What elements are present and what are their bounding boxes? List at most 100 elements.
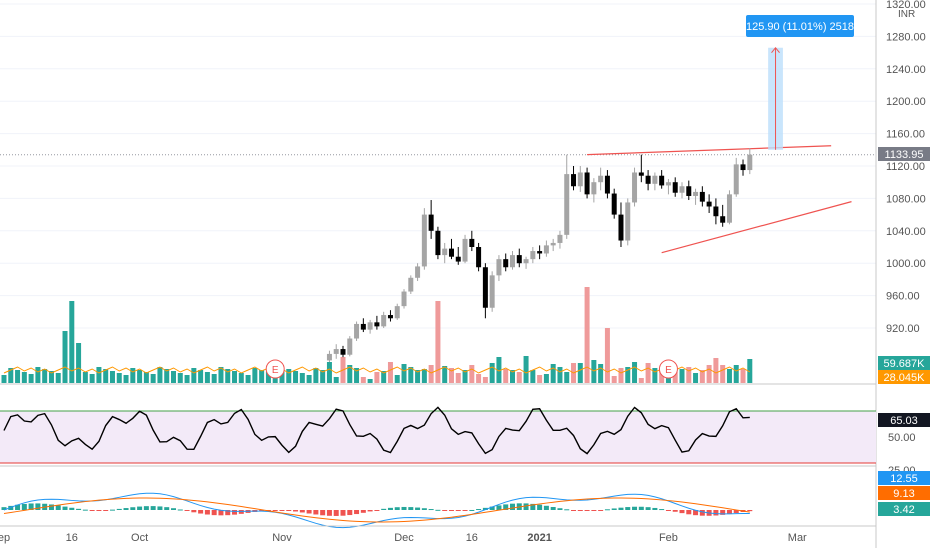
candle-body (632, 172, 638, 203)
volume-bar (604, 328, 610, 383)
measure-tool[interactable]: 125.90 (11.01%) 2518 (746, 15, 854, 150)
candle-body (503, 259, 509, 268)
volume-bar (720, 365, 726, 383)
candle-body (381, 315, 387, 327)
macd-hist-bar (381, 508, 387, 510)
candle (679, 182, 685, 199)
volume-bar (625, 367, 631, 383)
macd-hist-bar (611, 508, 617, 510)
candle-body (543, 245, 549, 254)
volume-bar (218, 367, 224, 383)
volume-bar (496, 357, 502, 383)
volume-bar (76, 343, 82, 383)
candle (333, 344, 339, 359)
measure-label-box (746, 15, 854, 37)
volume-bar (367, 379, 373, 383)
volume-bar (618, 368, 624, 383)
candle-body (584, 172, 590, 195)
candle (713, 198, 719, 225)
candle (672, 177, 678, 197)
time-label: 16 (466, 532, 478, 544)
candle (448, 238, 454, 260)
earnings-label: E (665, 365, 672, 376)
volume-bar (293, 371, 299, 383)
volume-bar (265, 372, 271, 383)
candle-body (659, 175, 665, 186)
macd-hist-bar (8, 505, 14, 510)
macd-hist-bar (272, 510, 278, 511)
volume-bar (354, 368, 360, 383)
volume-bar (598, 364, 604, 383)
macd-hist-bar (130, 507, 136, 510)
macd-hist-bar (537, 504, 543, 510)
macd-hist-bar (448, 510, 454, 511)
macd-hist-bar (354, 510, 360, 515)
macd-hist-bar (21, 503, 27, 510)
candle (469, 230, 475, 252)
volume-bar (550, 364, 556, 383)
volume-bar (326, 362, 332, 383)
candle (462, 234, 468, 264)
candle (645, 170, 651, 191)
macd-hist-bar (184, 510, 190, 511)
candle-body (577, 172, 583, 187)
candle-body (672, 182, 678, 193)
macd-value-label: 12.55 (890, 473, 918, 485)
rsi-tick-50: 50.00 (888, 432, 916, 444)
macd-hist-bar (55, 505, 61, 510)
volume-bar (577, 363, 583, 383)
macd-hist-bar (394, 507, 400, 510)
volume-bar (693, 373, 699, 383)
macd-hist-bar (171, 508, 176, 510)
volume-bar (21, 372, 27, 383)
volume-bar (150, 374, 156, 383)
price-tick-label: 1040.00 (886, 226, 926, 238)
volume-bar (184, 375, 190, 383)
candle (625, 198, 631, 246)
macd-hist-bar (455, 510, 461, 511)
macd-hist-bar (720, 510, 726, 515)
macd-hist-bar (96, 510, 102, 511)
volume-bar (286, 369, 292, 383)
candle (428, 200, 434, 239)
macd-hist-bar (333, 510, 339, 516)
candle (537, 245, 543, 260)
trendlines (587, 145, 852, 254)
volume-bar (103, 369, 109, 383)
time-axis[interactable]: ep 16 Oct Nov Dec 16 2021 Feb Mar (0, 525, 876, 544)
volume-bar (510, 370, 515, 383)
volume-tags: 59.687K 28.045K (878, 356, 930, 384)
candle (571, 166, 577, 191)
macd-hist-bar (62, 506, 68, 510)
macd-hist-bar (747, 510, 753, 512)
macd-hist-bar (645, 507, 651, 510)
candle-body (448, 248, 454, 257)
candle (550, 238, 556, 252)
candle-body (476, 247, 482, 268)
last-price-label: 1133.95 (885, 149, 924, 161)
candle-body (442, 248, 448, 256)
volume-bar (143, 372, 149, 383)
macd-hist-bar (428, 509, 434, 511)
macd-hist-bar (48, 504, 54, 510)
candle-body (733, 164, 739, 195)
macd-hist-bar (306, 510, 312, 514)
volume-bar (462, 370, 468, 383)
volume-bar (109, 371, 115, 383)
macd-hist-bar (604, 509, 610, 511)
macd-hist-bar (177, 509, 183, 511)
price-axis[interactable]: INR 1320.00 1280.00 1240.00 1200.00 1160.00 1… (875, 0, 926, 548)
candle-body (516, 255, 522, 264)
candle (706, 194, 712, 213)
candle (387, 310, 393, 322)
volume-bar (374, 372, 380, 383)
macd-hist-bar (116, 508, 122, 510)
macd-hist-bar (543, 505, 549, 510)
volume-bar (645, 363, 651, 383)
volume-bar (713, 358, 719, 383)
candle-body (347, 338, 353, 355)
volume-bar (448, 368, 454, 383)
candle (326, 350, 332, 363)
signal-value-label: 9.13 (893, 488, 914, 500)
